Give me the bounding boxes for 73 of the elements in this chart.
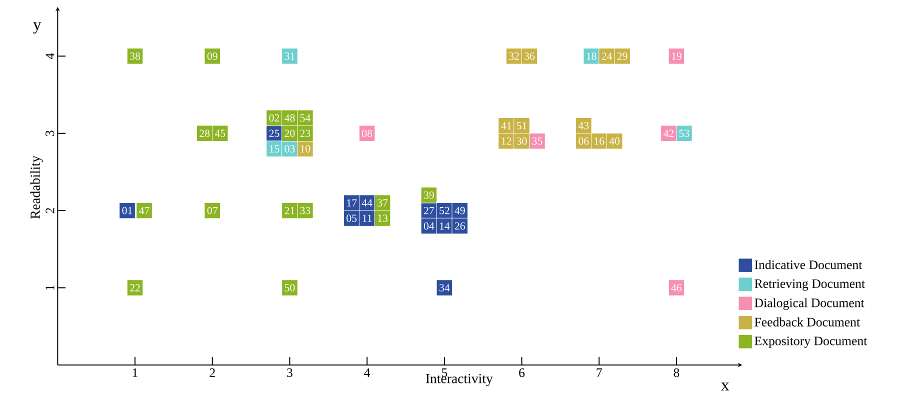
y-axis-title: Readability [30, 155, 43, 219]
annotation: 31 [284, 52, 294, 60]
annotation: 30 [516, 137, 527, 145]
annotation: 35 [532, 137, 542, 144]
annotation: 09 [207, 52, 218, 60]
annotation: 03 [284, 144, 295, 152]
text: y [33, 22, 42, 34]
annotation: 16 [594, 137, 604, 144]
legend-label: Indicative Document [754, 260, 862, 269]
x-tick-label: 1 [132, 368, 138, 377]
annotation: 38 [130, 52, 140, 60]
x-tick-label: 2 [210, 368, 215, 377]
annotation: 26 [454, 222, 465, 230]
legend-label: Expository Document [754, 336, 868, 348]
y-tick-label: 2 [46, 208, 54, 213]
annotation: 39 [424, 191, 434, 199]
annotation: 53 [679, 129, 690, 137]
annotation: 36 [524, 52, 535, 60]
annotation: 14 [440, 222, 450, 230]
y-tick-label: 1 [46, 285, 54, 290]
annotation: 47 [139, 206, 150, 214]
annotation: 10 [300, 144, 310, 152]
annotation: 13 [378, 214, 388, 222]
annotation: 25 [269, 129, 280, 137]
annotation: 51 [516, 122, 527, 130]
annotation: 06 [578, 137, 589, 145]
annotation: 02 [269, 114, 280, 122]
annotation: 18 [586, 52, 596, 60]
annotation: 11 [362, 214, 372, 222]
annotation: 17 [347, 199, 357, 206]
annotation: 08 [362, 129, 372, 137]
annotation: 52 [440, 206, 450, 214]
annotation: 27 [424, 206, 434, 214]
annotation: 22 [130, 284, 140, 292]
legend-label: Dialogical Document [754, 298, 864, 310]
annotation: 32 [509, 52, 519, 60]
annotation: 24 [602, 52, 612, 60]
annotation: 49 [454, 206, 465, 214]
annotation: 46 [671, 284, 682, 292]
annotation: 23 [300, 129, 310, 137]
text: x [721, 382, 730, 390]
annotation: 40 [609, 137, 620, 145]
annotation: 41 [501, 122, 512, 129]
x-tick-label: 3 [287, 368, 292, 377]
annotation: 12 [502, 137, 512, 144]
x-tick-label: 6 [519, 368, 525, 377]
x-tick-label: 4 [364, 368, 370, 377]
legend-label: Feedback Document [754, 317, 860, 326]
annotation: 01 [122, 206, 132, 214]
annotation: 43 [578, 122, 589, 130]
x-tick-label: 8 [674, 368, 680, 377]
annotation: 33 [300, 206, 310, 214]
annotation: 45 [214, 130, 226, 137]
y-tick-label: 4 [46, 52, 54, 59]
annotation: 54 [300, 114, 310, 122]
annotation: 44 [362, 199, 372, 206]
annotation: 15 [270, 144, 280, 152]
annotation: 07 [207, 206, 218, 214]
annotation: 48 [284, 114, 295, 122]
annotation: 20 [284, 129, 295, 137]
annotation: 29 [617, 52, 628, 60]
y-tick-label: 3 [46, 130, 54, 136]
annotation: 28 [200, 129, 210, 137]
annotation: 42 [664, 130, 674, 137]
annotation: 34 [440, 284, 450, 292]
annotation: 21 [284, 206, 294, 214]
annotation: 50 [284, 284, 295, 292]
legend-label: Retrieving Document [754, 279, 865, 290]
annotation: 19 [672, 52, 682, 60]
annotation: 05 [346, 214, 357, 222]
annotation: 37 [378, 198, 388, 206]
annotation: 04 [424, 222, 434, 230]
x-tick-label: 7 [596, 368, 602, 377]
